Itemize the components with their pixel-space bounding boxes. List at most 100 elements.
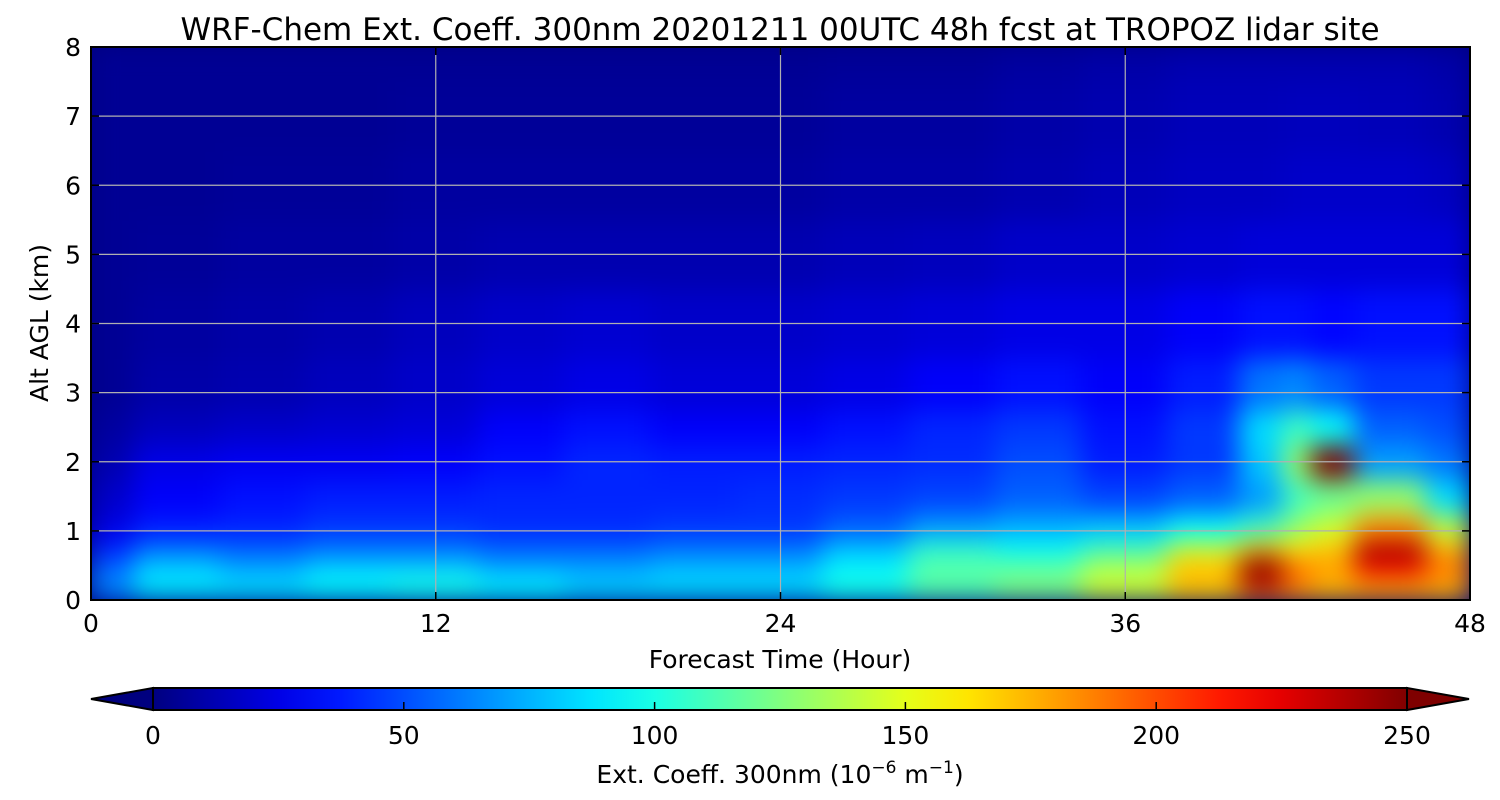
heatmap-cell [477, 478, 567, 515]
heatmap-cell [1282, 573, 1313, 593]
heatmap-cell [1425, 357, 1470, 411]
heatmap-cell [1310, 590, 1357, 600]
colorbar-extend-min [90, 686, 154, 712]
heatmap-cell [477, 590, 567, 600]
heatmap-cell [564, 555, 653, 576]
y-tick-label: 4 [65, 310, 81, 339]
colorbar-tick-label: 200 [1132, 721, 1180, 750]
heatmap-cell [1354, 357, 1428, 411]
heatmap-cell [305, 408, 394, 446]
heatmap-cell [1354, 512, 1428, 541]
heatmap-cell [564, 538, 653, 558]
heatmap-cell [1310, 357, 1357, 411]
heatmap-cell [1167, 555, 1242, 576]
heatmap-cell [908, 555, 997, 576]
heatmap-cell [908, 408, 997, 446]
heatmap-cell [133, 478, 222, 515]
heatmap-cell [91, 408, 136, 446]
heatmap-cell [1239, 573, 1285, 593]
heatmap-cell [1310, 538, 1357, 558]
heatmap-cell [1354, 538, 1428, 558]
y-tick-label: 2 [65, 448, 81, 477]
heatmap-cell [91, 478, 136, 515]
y-tick-label: 1 [65, 517, 81, 546]
heatmap-cell [650, 357, 739, 411]
heatmap-cell [994, 408, 1084, 446]
x-tick-label: 48 [1454, 609, 1486, 638]
heatmap-cell [822, 408, 911, 446]
heatmap-cell [219, 512, 308, 541]
heatmap-cell [305, 47, 394, 83]
heatmap-cell [994, 478, 1084, 515]
heatmap-cell [650, 538, 739, 558]
heatmap-cell [219, 538, 308, 558]
heatmap-cell [1167, 408, 1242, 446]
heatmap-cell [305, 512, 394, 541]
heatmap-cell [1354, 47, 1428, 83]
heatmap-cell [822, 357, 911, 411]
heatmap-cell [1425, 478, 1470, 515]
heatmap-cell [219, 555, 308, 576]
heatmap-cell [994, 512, 1084, 541]
heatmap-cell [477, 47, 567, 83]
heatmap-cell [305, 573, 394, 593]
heatmap-cell [822, 512, 911, 541]
heatmap-cell [305, 590, 394, 600]
heatmap-cell [564, 512, 653, 541]
heatmap-cell [1282, 590, 1313, 600]
x-tick-label: 24 [765, 609, 797, 638]
colorbar-extend-max [1406, 686, 1470, 712]
heatmap-cell [219, 357, 308, 411]
heatmap-cell [477, 512, 567, 541]
heatmap-cell [908, 538, 997, 558]
heatmap-cell [1425, 47, 1470, 83]
colorbar-tick-label: 150 [882, 721, 930, 750]
heatmap-cell [91, 538, 136, 558]
heatmap-cell [133, 47, 222, 83]
heatmap-cell [1282, 47, 1313, 83]
heatmap-cell [822, 590, 911, 600]
heatmap-cell [822, 478, 911, 515]
heatmap-cell [1282, 408, 1313, 446]
heatmap-cell [477, 538, 567, 558]
heatmap-cell [1354, 478, 1428, 515]
colorbar-label: Ext. Coeff. 300nm (10−6 m−1) [596, 758, 963, 789]
colorbar-ticks: 0 50 100 150 200 250 [145, 702, 1431, 750]
x-tick-label: 36 [1109, 609, 1141, 638]
colorbar-tick-label: 100 [631, 721, 679, 750]
colorbar-label-mid: m [896, 760, 928, 789]
heatmap-cell [1310, 478, 1357, 515]
heatmap-cell [650, 478, 739, 515]
heatmap-cell [133, 555, 222, 576]
heatmap-cell [91, 590, 136, 600]
heatmap-cell [650, 590, 739, 600]
heatmap-cell [1239, 478, 1285, 515]
y-tick-label: 7 [65, 102, 81, 131]
heatmap-cell [908, 357, 997, 411]
x-tick-label: 0 [83, 609, 99, 638]
heatmap-cell [1167, 573, 1242, 593]
heatmap-cell [1239, 47, 1285, 83]
heatmap-cell [1425, 573, 1470, 593]
heatmap-cell [219, 573, 308, 593]
heatmap-cell [1310, 573, 1357, 593]
y-axis-label: Alt AGL (km) [25, 244, 54, 402]
colorbar: 0 50 100 150 200 250 Ext. Coeff. 300nm (10−6 … [90, 686, 1470, 789]
heatmap-cell [133, 408, 222, 446]
heatmap-cell [1282, 538, 1313, 558]
heatmap-cell [1282, 555, 1313, 576]
heatmap-cell [477, 573, 567, 593]
heatmap-cell [908, 47, 997, 83]
heatmap-cell [1425, 538, 1470, 558]
heatmap-cell [994, 590, 1084, 600]
chart-title: WRF-Chem Ext. Coeff. 300nm 20201211 00UT… [180, 12, 1379, 48]
heatmap-cell [1425, 555, 1470, 576]
heatmap-cell [1167, 478, 1242, 515]
heatmap-cell [219, 47, 308, 83]
x-tick-label: 12 [420, 609, 452, 638]
heatmap-cell [133, 590, 222, 600]
heatmap-cell [1282, 512, 1313, 541]
colorbar-gradient [152, 687, 1408, 711]
heatmap-cell [305, 555, 394, 576]
heatmap-cell [1310, 408, 1357, 446]
